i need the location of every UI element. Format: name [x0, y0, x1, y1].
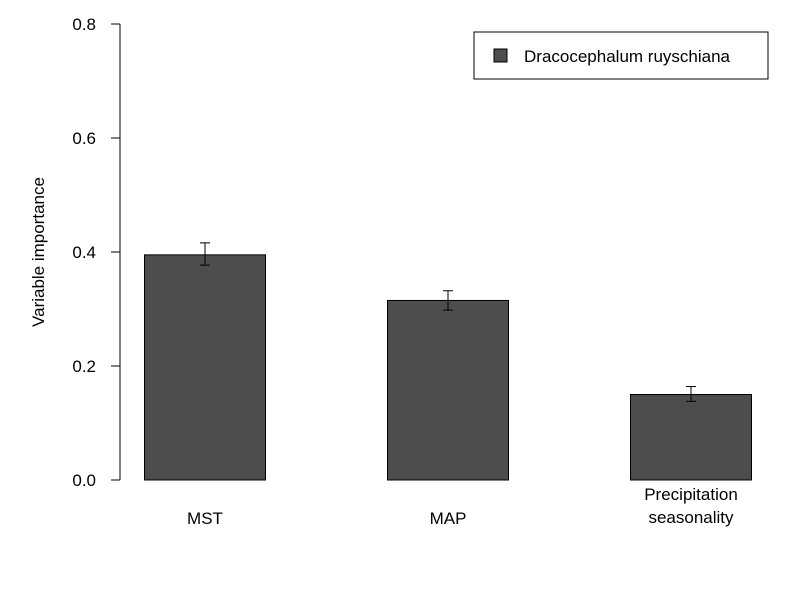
x-category-label-line: Precipitation	[644, 485, 738, 504]
y-tick-label: 0.2	[72, 357, 96, 376]
legend: Dracocephalum ruyschiana	[473, 31, 769, 80]
y-axis: 0.0 0.2 0.4 0.6 0.8	[72, 15, 121, 490]
x-category-label-1: MAP	[430, 509, 467, 528]
legend-swatch	[493, 48, 508, 63]
x-category-label-2: Precipitation seasonality	[644, 485, 738, 527]
error-bars	[200, 242, 696, 402]
bar-1	[387, 299, 509, 481]
y-tick-label: 0.4	[72, 243, 96, 262]
error-bar-1	[443, 290, 453, 311]
y-axis-title: Variable importance	[29, 177, 48, 327]
error-bar-2	[686, 386, 696, 402]
bars	[144, 254, 752, 481]
legend-box	[473, 31, 769, 80]
y-tick-label: 0.0	[72, 471, 96, 490]
bar-2	[630, 394, 752, 481]
x-category-label-line: MST	[187, 509, 223, 528]
x-category-label-0: MST	[187, 509, 223, 528]
y-tick-label: 0.8	[72, 15, 96, 34]
legend-label: Dracocephalum ruyschiana	[524, 47, 731, 66]
x-category-label-line: MAP	[430, 509, 467, 528]
bar-0	[144, 254, 266, 481]
x-category-labels: MST MAP Precipitation seasonality	[187, 485, 738, 528]
error-bar-0	[200, 242, 210, 266]
x-category-label-line: seasonality	[648, 508, 734, 527]
y-tick-label: 0.6	[72, 129, 96, 148]
